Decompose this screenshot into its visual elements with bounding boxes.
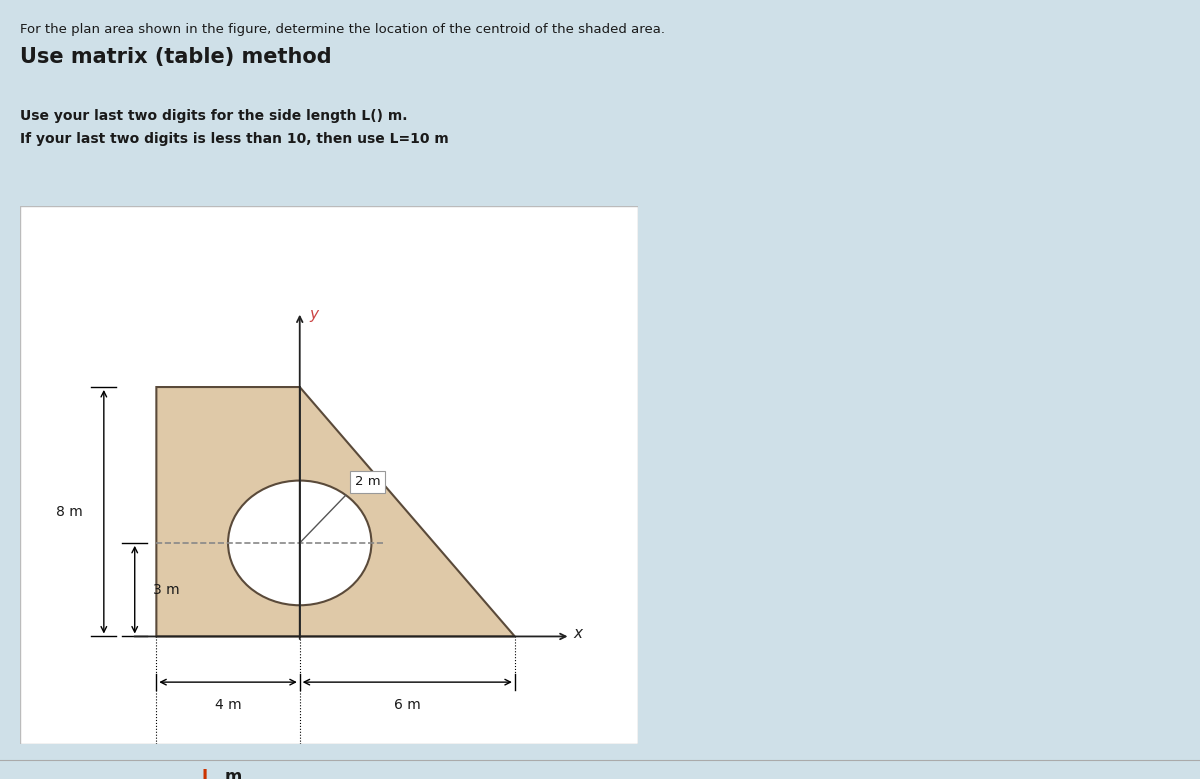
Text: 3 m: 3 m (154, 583, 180, 597)
Polygon shape (156, 387, 515, 636)
Text: 6 m: 6 m (394, 698, 421, 712)
Text: Use matrix (table) method: Use matrix (table) method (20, 47, 332, 67)
Text: y: y (310, 307, 318, 322)
Text: For the plan area shown in the figure, determine the location of the centroid of: For the plan area shown in the figure, d… (20, 23, 665, 37)
Text: 2 m: 2 m (355, 475, 380, 488)
Text: 8 m: 8 m (56, 505, 83, 519)
Text: L: L (202, 768, 212, 779)
Text: If your last two digits is less than 10, then use L=10 m: If your last two digits is less than 10,… (20, 132, 449, 146)
Text: m: m (224, 768, 242, 779)
Text: x: x (574, 626, 582, 641)
Text: 4 m: 4 m (215, 698, 241, 712)
Circle shape (228, 481, 372, 605)
Text: Use your last two digits for the side length L() m.: Use your last two digits for the side le… (20, 109, 408, 123)
